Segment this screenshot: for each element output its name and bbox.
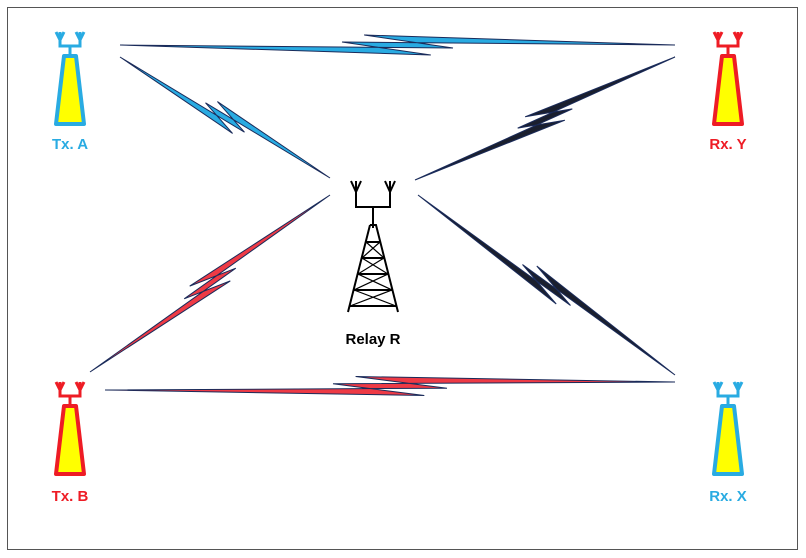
node-label: Relay R (345, 331, 400, 348)
tx-a-antenna (54, 30, 86, 126)
node-label: Tx. B (52, 488, 89, 505)
link (417, 194, 676, 376)
link (119, 56, 331, 179)
link (89, 194, 331, 373)
tx-b-antenna (54, 380, 86, 476)
frame (7, 7, 798, 550)
rx-x-antenna (712, 380, 744, 476)
link (104, 376, 676, 396)
node-label: Rx. X (709, 488, 747, 505)
link (119, 34, 676, 56)
relay-tower (347, 180, 399, 313)
link (414, 56, 676, 181)
node-label: Rx. Y (709, 136, 746, 153)
rx-y-antenna (712, 30, 744, 126)
node-label: Tx. A (52, 136, 88, 153)
links (89, 34, 676, 396)
